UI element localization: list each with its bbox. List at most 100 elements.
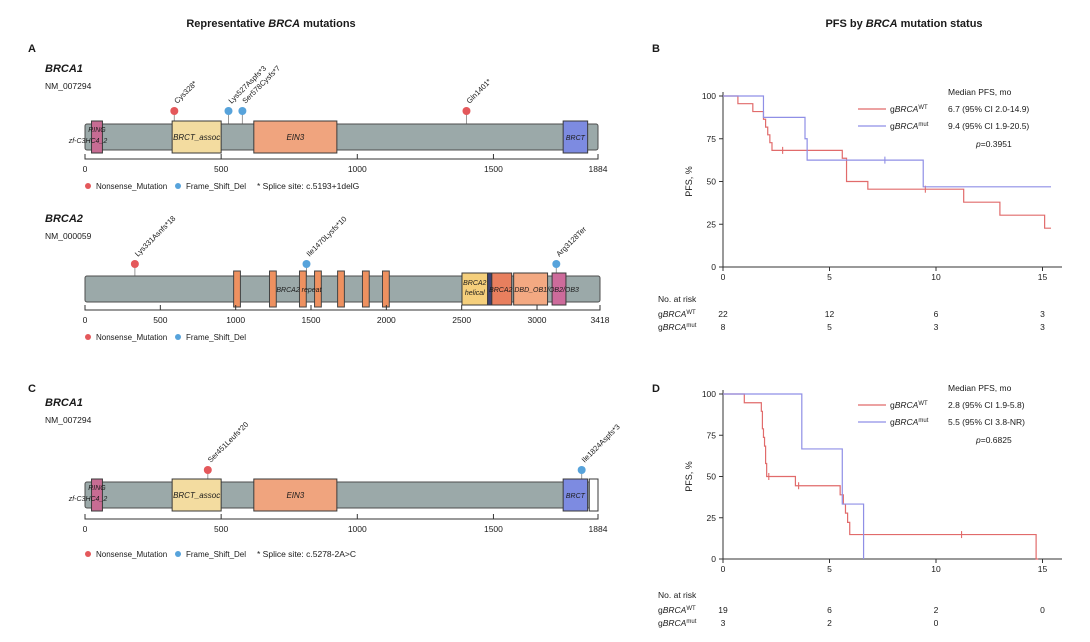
lollipop-panel-C1: C BRCA1 NM_007294 RING zf-C3HC4_2 BRCT_assoc E… [28, 383, 622, 559]
domain-box [562, 120, 589, 154]
title-post: mutation status [898, 18, 983, 30]
p-value: p=0.3951 [975, 139, 1012, 149]
panel-letter: C [28, 383, 36, 395]
legend-stat: 9.4 (95% CI 1.9-20.5) [948, 121, 1029, 131]
legend-title: Median PFS, mo [948, 87, 1012, 97]
aa-axis [84, 514, 599, 520]
mutation-label: Gln1401* [465, 77, 494, 106]
x-tick-label: 10 [931, 272, 941, 282]
risk-value: 2 [827, 618, 832, 628]
risk-row-label: gBRCAmut [658, 618, 697, 628]
brc-repeat-bar [268, 270, 277, 308]
legend-group-label: gBRCAmut [890, 121, 929, 131]
title-gene: BRCA [268, 18, 300, 30]
left-title: Representative BRCA mutations [186, 18, 355, 30]
y-tick-label: 50 [707, 472, 717, 482]
group-label-gene: BRCA [895, 104, 919, 114]
legend-dot-nonsense [85, 551, 91, 557]
mutation-label: Ser451Leufs*20 [206, 420, 250, 464]
aa-axis [84, 154, 599, 160]
mutation-dot-nonsense [130, 260, 139, 268]
group-label-g: g [658, 618, 663, 628]
brc-repeat-bar [314, 270, 322, 308]
risk-value: 6 [827, 605, 832, 615]
title-pre: PFS by [825, 18, 865, 30]
domain-box [91, 120, 103, 154]
title-pre: Representative [186, 18, 268, 30]
domain-box [253, 478, 338, 512]
x-tick-label: 0 [721, 272, 726, 282]
axis-tick-label: 2000 [377, 315, 396, 325]
axis-tick-label: 0 [83, 315, 88, 325]
axis-tick-label: 1500 [302, 315, 321, 325]
group-label-gene: BRCA [895, 400, 919, 410]
risk-value: 8 [721, 322, 726, 332]
domain-box [562, 478, 589, 512]
splice-note: * Splice site: c.5278-2A>C [257, 549, 356, 559]
y-axis-label: PFS, % [684, 461, 694, 492]
p-number: =0.3951 [981, 139, 1012, 149]
transcript-label: NM_007294 [45, 415, 92, 425]
group-label-g: g [658, 322, 663, 332]
y-tick-label: 100 [702, 389, 716, 399]
group-label-g: g [890, 104, 895, 114]
brc-repeat-bar [361, 270, 370, 308]
legend-stat: 5.5 (95% CI 3.8-NR) [948, 417, 1025, 427]
y-tick-label: 25 [707, 219, 717, 229]
axis-tick-label: 1500 [484, 164, 503, 174]
legend-label: Frame_Shift_Del [186, 333, 246, 342]
group-label-g: g [890, 417, 895, 427]
risk-value: 3 [934, 322, 939, 332]
mutation-dot-frameshift [577, 466, 586, 474]
axis-tick-label: 500 [214, 524, 228, 534]
domain-label: BRCT_assoc [173, 491, 220, 500]
mutation-label: Lys331Asnfs*18 [133, 214, 178, 259]
brc-repeat-bar [337, 270, 345, 308]
group-label-sup: mut [686, 323, 696, 329]
risk-row-label: gBRCAWT [658, 309, 696, 319]
gene-body [84, 123, 599, 151]
group-label-g: g [658, 605, 663, 615]
legend-dot-nonsense [85, 334, 91, 340]
legend-title: Median PFS, mo [948, 383, 1012, 393]
gene-body [84, 481, 599, 509]
risk-value: 0 [1040, 605, 1045, 615]
domain-label: BRCT_assoc [173, 133, 220, 142]
domain-box [253, 120, 338, 154]
y-tick-label: 0 [711, 554, 716, 564]
mutation-dot-nonsense [203, 466, 212, 474]
legend-label: Frame_Shift_Del [186, 182, 246, 191]
p-value: p=0.6825 [975, 435, 1012, 445]
risk-value: 19 [718, 605, 728, 615]
x-tick-label: 15 [1038, 564, 1048, 574]
mutation-dot-frameshift [238, 107, 247, 115]
km-curve-wt [723, 95, 1052, 229]
domain-box [91, 478, 103, 512]
group-label-gene: BRCA [895, 417, 919, 427]
group-label-sup: WT [686, 606, 696, 612]
axis-tick-label: 0 [83, 164, 88, 174]
km-curve-mut [723, 393, 865, 559]
legend-dot-frameshift [175, 334, 181, 340]
mutation-label: Ile1470Lysfs*10 [305, 215, 349, 259]
x-tick-label: 15 [1038, 272, 1048, 282]
axis-tick-label: 0 [83, 524, 88, 534]
mutation-dot-nonsense [170, 107, 179, 115]
risk-value: 3 [721, 618, 726, 628]
group-label-sup: WT [918, 401, 928, 407]
axis-tick-label: 1000 [348, 164, 367, 174]
domain-box [171, 478, 222, 512]
x-tick-label: 0 [721, 564, 726, 574]
axis-tick-label: 3000 [528, 315, 547, 325]
legend-dot-frameshift [175, 551, 181, 557]
group-label-gene: BRCA [663, 309, 687, 319]
group-label-gene: BRCA [895, 121, 919, 131]
p-number: =0.6825 [981, 435, 1012, 445]
group-label-gene: BRCA [663, 618, 687, 628]
risk-table-title: No. at risk [658, 590, 697, 600]
mutation-label: Cys328* [172, 79, 198, 105]
axis-tick-label: 500 [153, 315, 167, 325]
axis-tick-label: 3418 [591, 315, 610, 325]
mutation-label: Arg3128Ter [554, 224, 588, 258]
